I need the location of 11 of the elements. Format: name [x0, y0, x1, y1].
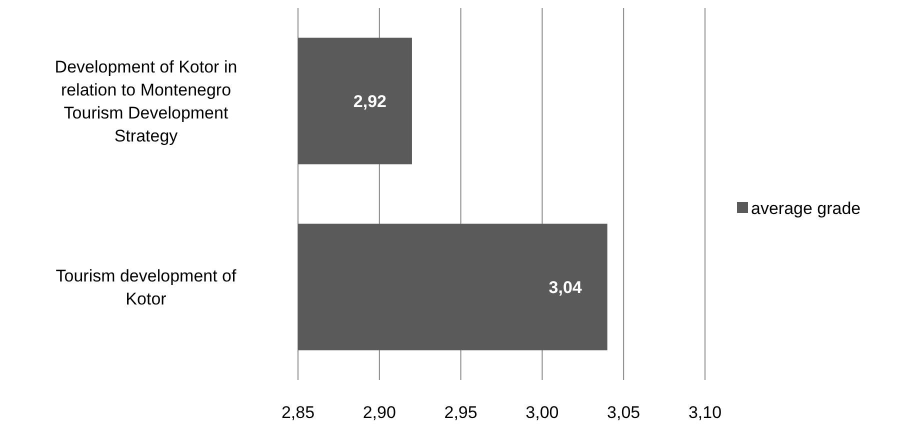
x-tick-label: 3,05	[607, 403, 640, 422]
y-tick-label: Tourism development of Kotor	[56, 266, 237, 308]
x-tick-label: 3,10	[688, 403, 722, 422]
legend-label: average grade	[751, 198, 861, 218]
x-tick-label: 2,90	[362, 403, 396, 422]
data-label: 2,92	[353, 92, 387, 111]
x-tick-label: 3,00	[526, 403, 559, 422]
data-label: 3,04	[548, 278, 582, 297]
y-tick-label: Development of Kotor in relation to Montenegro Tourism Development Strategy	[54, 57, 238, 146]
x-tick-label: 2,85	[281, 403, 315, 422]
x-tick-label: 2,95	[444, 403, 478, 422]
